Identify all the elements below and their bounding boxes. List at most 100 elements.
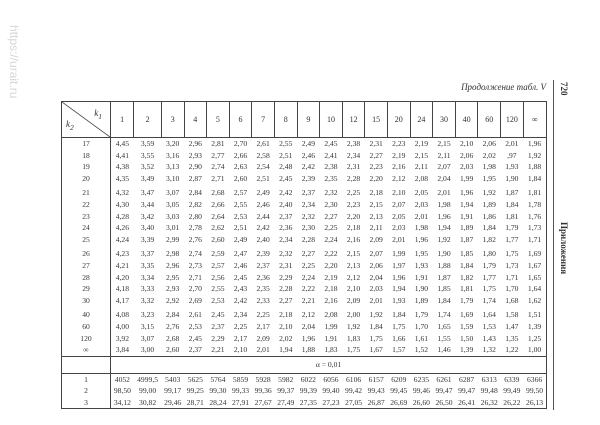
- table-cell: 2,23: [392, 139, 406, 148]
- table-cell: 2,12: [392, 173, 406, 183]
- table-cell: 6287: [459, 374, 475, 384]
- table-cell: 2,39: [301, 173, 315, 183]
- table-cell: 2,34: [279, 234, 293, 244]
- table-cell: 26,13: [523, 396, 548, 410]
- table-cell: 2,38: [346, 139, 361, 148]
- table-cell: 1,85: [459, 249, 474, 259]
- table-cell: 1,97: [392, 260, 406, 270]
- corner-header: k1 k2: [61, 101, 111, 138]
- table-cell: 2,47: [233, 249, 248, 259]
- table-cell: 27,35: [297, 396, 320, 410]
- table-cell: 2,37: [211, 321, 225, 331]
- table-cell: 99,17: [164, 386, 182, 396]
- table-cell: 2,09: [369, 234, 383, 244]
- table-cell: 1,22: [505, 345, 519, 355]
- table-cell: 99,40: [322, 386, 340, 396]
- k2-value: 22: [61, 198, 111, 211]
- table-row: 27 4,21 3,35 2,96 2,73 2,57 2,46 2,37 2,31 2,25 2,…: [61, 259, 548, 272]
- table-cell: 99,30: [209, 386, 227, 396]
- table-cell: 1,77: [505, 234, 519, 244]
- table-cell: 99,00: [139, 386, 157, 396]
- table-cell: 2,21: [211, 345, 225, 355]
- table-cell: 2,96: [188, 139, 202, 148]
- table-cell: 2,51: [233, 223, 248, 233]
- table-cell: 2,19: [324, 272, 338, 282]
- table-cell: 1,81: [523, 184, 548, 199]
- table-cell: 1,65: [437, 321, 451, 331]
- column-header: 15: [364, 101, 388, 138]
- table-cell: 1,92: [346, 321, 361, 331]
- table-cell: 2,08: [414, 173, 429, 183]
- table-cell: 2,01: [369, 295, 383, 305]
- table-cell: 1,93: [414, 260, 429, 270]
- column-header: 6: [228, 101, 253, 138]
- table-cell: 2,45: [233, 272, 248, 282]
- table-row: 20 4,35 3,49 3,10 2,87 2,71 2,60 2,51 2,45 2,39 2,…: [61, 172, 548, 185]
- table-cell: 1,96: [437, 211, 451, 221]
- k2-value: 18: [61, 149, 111, 162]
- column-header: 120: [500, 101, 524, 138]
- table-cell: 2,24: [324, 234, 338, 244]
- table-cell: 2,90: [188, 162, 202, 172]
- table-cell: 1,70: [414, 321, 429, 331]
- table-row: 2 98,50 99,00 99,17 99,25 99,30 99,33 99,36 99,3…: [61, 385, 548, 397]
- table-cell: 2,77: [211, 150, 225, 160]
- table-cell: 98,50: [113, 386, 131, 396]
- table-cell: 2,08: [324, 310, 338, 320]
- table-cell: 3,07: [140, 333, 155, 343]
- table-cell: 4,41: [115, 150, 130, 160]
- table-cell: 3,44: [140, 199, 155, 209]
- table-cell: 2,95: [166, 272, 180, 282]
- table-row: 24 4,26 3,40 3,01 2,78 2,62 2,51 2,42 2,36 2,30 2,…: [61, 222, 548, 234]
- table-cell: 2,09: [346, 295, 361, 305]
- table-row: 19 4,38 3,52 3,13 2,90 2,74 2,63 2,54 2,48 2,42 2,…: [61, 161, 548, 173]
- table-cell: 6106: [345, 374, 362, 384]
- table-cell: 2,07: [369, 249, 383, 259]
- table-cell: 1,75: [505, 249, 519, 259]
- table-cell: 1,62: [523, 294, 548, 307]
- table-cell: 1,90: [505, 173, 519, 183]
- table-cell: 4,18: [115, 284, 130, 294]
- k2-value: 19: [61, 161, 111, 173]
- table-row: 3 34,12 30,82 29,46 28,71 28,24 27,91 27,67 27,4…: [61, 396, 548, 410]
- table-cell: 3,84: [115, 345, 130, 355]
- table-cell: 2,01: [256, 345, 270, 355]
- table-cell: 2,15: [346, 249, 361, 259]
- table-cell: 2,93: [166, 284, 180, 294]
- k2-value: 25: [61, 233, 111, 246]
- table-cell: 2,42: [279, 188, 293, 198]
- table-cell: 2,07: [392, 199, 406, 209]
- table-cell: 2,55: [211, 284, 225, 294]
- table-cell: 4,23: [115, 249, 130, 259]
- k2-value: 20: [61, 172, 111, 185]
- table-cell: 2,68: [166, 333, 180, 343]
- table-cell: 1,73: [505, 260, 519, 270]
- table-cell: 1,99: [392, 249, 406, 259]
- table-cell: 1,84: [523, 172, 548, 185]
- table-cell: 99,37: [277, 386, 295, 396]
- table-cell: 1,87: [437, 272, 451, 282]
- f-distribution-table: k1 k2 1 2 3 4 5 6 7 8 9 10 12 15 20 24 30 40 60 120 ∞ 17 4,…: [61, 101, 548, 410]
- table-cell: 1,67: [523, 259, 548, 272]
- table-cell: 1,92: [523, 149, 548, 162]
- table-cell: 2,37: [256, 260, 270, 270]
- table-cell: 3,59: [140, 139, 155, 148]
- table-cell: 6339: [504, 374, 520, 384]
- table-cell: 2,60: [211, 234, 225, 244]
- table-cell: 2,80: [188, 211, 202, 221]
- table-cell: 2,42: [301, 162, 315, 172]
- table-row: ∞ 3,84 3,00 2,60 2,37 2,21 2,10 2,01 1,94 1,88 1,8…: [61, 344, 548, 357]
- table-cell: 2,07: [437, 162, 451, 172]
- table-cell: 2,16: [392, 162, 406, 172]
- table-cell: 2,98: [166, 249, 180, 259]
- table-cell: 1,94: [437, 223, 451, 233]
- table-row: 1 4052 4999,5 5403 5625 5764 5859 5928 5982 6022 6…: [61, 373, 548, 386]
- table-cell: 1,71: [505, 272, 519, 282]
- table-cell: 2,18: [369, 188, 383, 198]
- k2-value: 2: [61, 385, 111, 397]
- table-cell: 2,29: [211, 333, 225, 343]
- k2-value: ∞: [61, 344, 111, 357]
- table-cell: 3,32: [140, 295, 155, 305]
- table-cell: 2,25: [233, 321, 248, 331]
- table-cell: 2,20: [324, 260, 338, 270]
